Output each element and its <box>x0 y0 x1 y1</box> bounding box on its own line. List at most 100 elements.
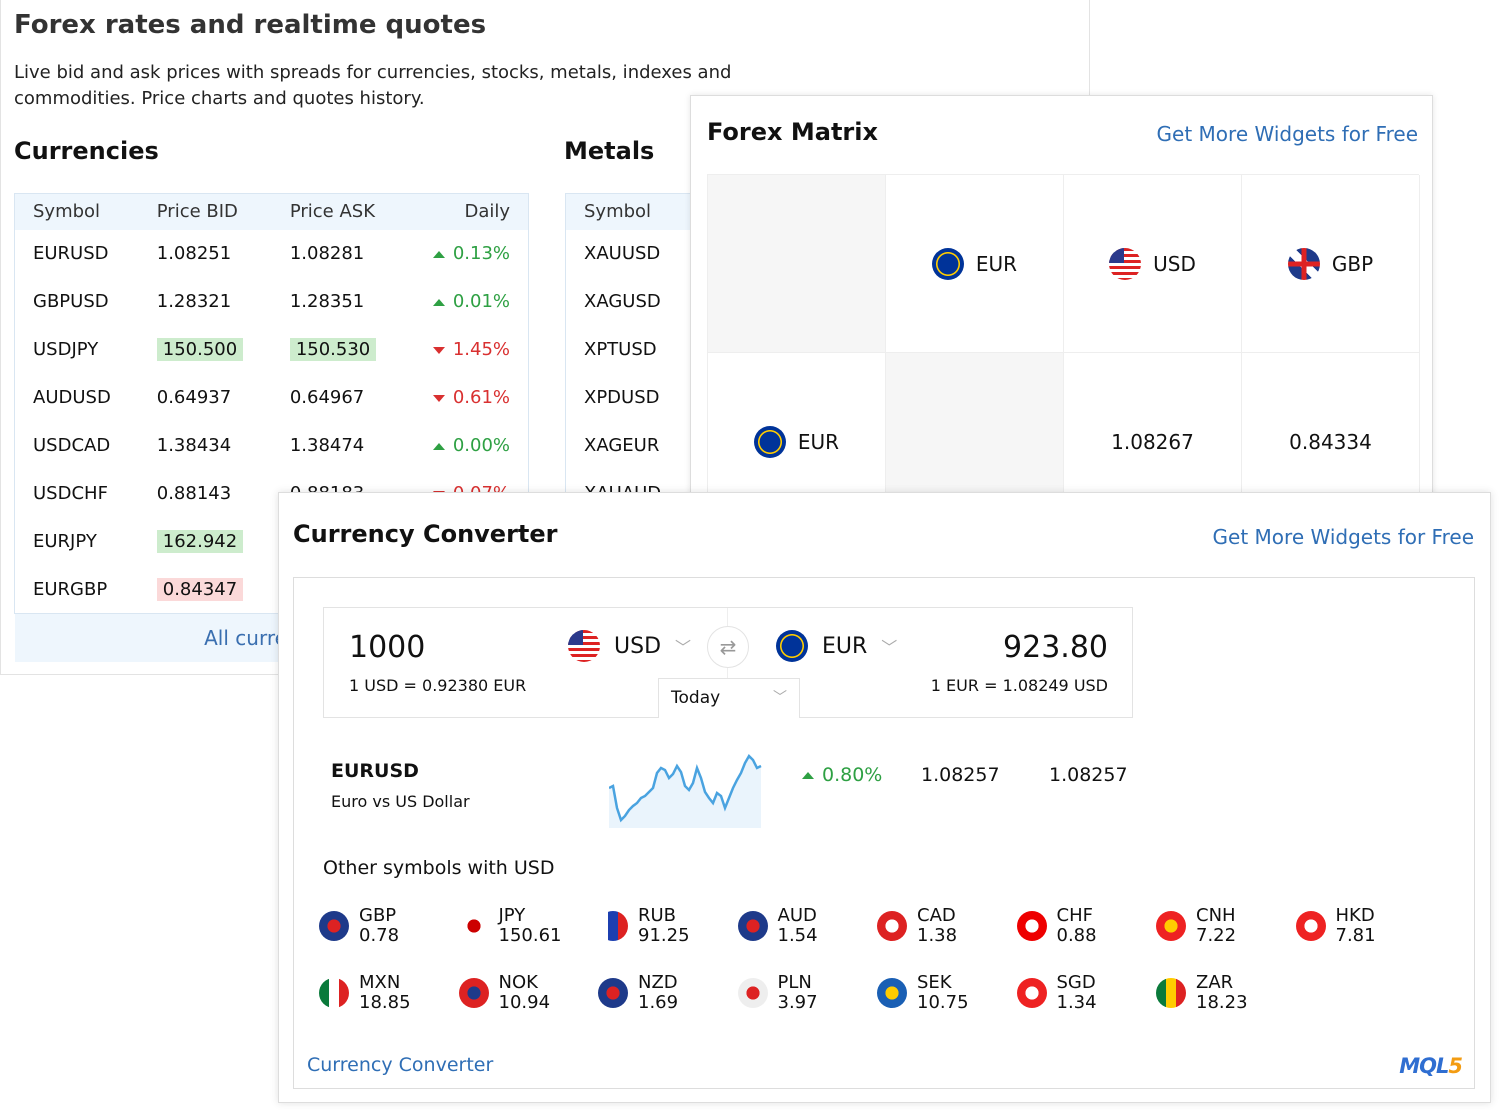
mql5-logo[interactable]: MQL5 <box>1399 1054 1463 1078</box>
from-currency-label: USD <box>614 633 662 659</box>
symbol-cell: GBPUSD <box>33 291 109 312</box>
pair-name: Euro vs US Dollar <box>331 792 470 811</box>
daily-cell: 0.13% <box>405 230 529 278</box>
bid-cell: 1.28321 <box>156 291 232 312</box>
sek-flag-icon <box>877 978 907 1008</box>
sgd-flag-icon <box>1016 978 1047 1008</box>
mxn-flag-icon <box>319 978 349 1008</box>
table-row[interactable]: EURUSD 1.08251 1.08281 0.13% <box>15 230 529 278</box>
symbol-item-chf[interactable]: CHF 0.88 <box>1016 906 1097 946</box>
bid-cell: 162.942 <box>139 518 272 566</box>
pln-flag-icon <box>737 978 768 1008</box>
symbol-item-cad[interactable]: CAD 1.38 <box>877 906 957 946</box>
table-row[interactable]: USDJPY 150.500 150.530 1.45% <box>15 326 529 374</box>
get-widgets-link[interactable]: Get More Widgets for Free <box>1212 525 1474 549</box>
gbp-flag-icon <box>1287 247 1320 280</box>
symbol-item-nok[interactable]: NOK 10.94 <box>458 973 550 1013</box>
symbol-item-sek[interactable]: SEK 10.75 <box>877 973 969 1013</box>
period-select[interactable]: Today ﹀ <box>658 678 800 718</box>
swap-icon[interactable]: ⇄ <box>707 626 749 668</box>
bid-cell: 0.84347 <box>139 566 272 614</box>
ask-cell: 0.64967 <box>289 387 365 408</box>
col-ask[interactable]: Price ASK <box>271 193 405 230</box>
down-arrow-icon <box>432 394 445 402</box>
chevron-down-icon: ﹀ <box>675 638 692 657</box>
gbp-flag-icon <box>319 911 349 941</box>
col-daily[interactable]: Daily <box>404 193 529 230</box>
ask-cell: 1.08281 <box>289 243 365 264</box>
table-row[interactable]: XAGEUR <box>566 422 765 470</box>
rub-flag-icon <box>598 911 628 941</box>
nzd-flag-icon <box>598 978 628 1008</box>
converter-form: 1000 1 USD = 0.92380 EUR USD ﹀ ⇄ EUR ﹀ 9… <box>323 607 1133 718</box>
ask-cell: 1.28351 <box>289 291 365 312</box>
currency-converter-link[interactable]: Currency Converter <box>307 1054 494 1076</box>
symbol-item-mxn[interactable]: MXN 18.85 <box>319 973 411 1013</box>
table-row[interactable]: XPDUSD <box>566 374 765 422</box>
amount-input[interactable]: 1000 <box>349 630 426 665</box>
zar-flag-icon <box>1156 978 1186 1008</box>
to-currency-label: EUR <box>822 633 868 659</box>
symbol-item-nzd[interactable]: NZD 1.69 <box>598 973 678 1013</box>
symbol-item-sgd[interactable]: SGD 1.34 <box>1016 973 1097 1013</box>
symbol-item-cnh[interactable]: CNH 7.22 <box>1156 906 1236 946</box>
daily-cell: 1.45% <box>405 326 529 374</box>
col-bid[interactable]: Price BID <box>138 193 272 230</box>
symbol-cell: XAGUSD <box>584 291 661 312</box>
table-row[interactable]: XAUUSD <box>566 230 765 278</box>
bid-cell: 1.38434 <box>156 435 232 456</box>
symbol-item-rub[interactable]: RUB 91.25 <box>598 906 690 946</box>
col-symbol[interactable]: Symbol <box>14 193 139 230</box>
table-row[interactable]: AUDUSD 0.64937 0.64967 0.61% <box>15 374 529 422</box>
symbol-item-jpy[interactable]: JPY 150.61 <box>458 906 561 946</box>
eur-flag-icon <box>753 425 786 458</box>
eur-flag-icon <box>776 630 808 662</box>
table-row[interactable]: XPTUSD <box>566 326 765 374</box>
matrix-cell: GBP <box>1242 175 1420 353</box>
from-currency-select[interactable]: USD ﹀ <box>568 630 691 662</box>
up-arrow-icon <box>432 442 445 450</box>
symbol-item-gbp[interactable]: GBP 0.78 <box>319 906 399 946</box>
pair-symbol[interactable]: EURUSD <box>331 760 419 782</box>
period-label: Today <box>671 688 721 708</box>
bid-cell: 1.08251 <box>156 243 232 264</box>
up-arrow-icon <box>432 250 445 258</box>
up-arrow-icon <box>432 298 445 306</box>
symbol-item-hkd[interactable]: HKD 7.81 <box>1295 906 1376 946</box>
table-row[interactable]: GBPUSD 1.28321 1.28351 0.01% <box>15 278 529 326</box>
cnh-flag-icon <box>1156 911 1186 941</box>
symbol-item-pln[interactable]: PLN 3.97 <box>737 973 818 1013</box>
converter-body: 1000 1 USD = 0.92380 EUR USD ﹀ ⇄ EUR ﹀ 9… <box>293 577 1475 1089</box>
usd-flag-icon <box>568 630 600 662</box>
down-arrow-icon <box>432 346 445 354</box>
rate-from: 1 USD = 0.92380 EUR <box>349 676 527 695</box>
page-title: Forex rates and realtime quotes <box>14 10 487 40</box>
symbol-cell: EURGBP <box>33 578 108 600</box>
to-currency-select[interactable]: EUR ﹀ <box>776 630 897 662</box>
daily-cell: 0.00% <box>405 422 529 470</box>
metals-title: Metals <box>564 137 655 165</box>
currencies-title: Currencies <box>14 137 159 165</box>
hkd-flag-icon <box>1295 911 1326 941</box>
table-row[interactable]: XAGUSD <box>566 278 765 326</box>
matrix-title: Forex Matrix <box>707 118 878 146</box>
sparkline-chart <box>609 753 762 828</box>
ask-cell: 150.530 <box>272 326 405 374</box>
matrix-cell: EUR <box>886 175 1064 353</box>
page-description: Live bid and ask prices with spreads for… <box>14 62 732 109</box>
symbol-item-aud[interactable]: AUD 1.54 <box>737 906 818 946</box>
get-widgets-link[interactable]: Get More Widgets for Free <box>1156 122 1418 146</box>
symbol-item-zar[interactable]: ZAR 18.23 <box>1156 973 1248 1013</box>
symbol-cell: USDJPY <box>33 339 99 360</box>
chevron-down-icon: ﹀ <box>773 690 787 706</box>
bid-cell: 150.500 <box>139 326 272 374</box>
daily-cell: 0.01% <box>405 278 529 326</box>
usd-flag-icon <box>1109 247 1142 280</box>
aud-flag-icon <box>737 911 768 941</box>
symbol-cell: XAGEUR <box>584 435 660 456</box>
ask-cell: 1.38474 <box>289 435 365 456</box>
currencies-table: Symbol Price BID Price ASK Daily EURUSD … <box>14 193 529 614</box>
symbol-cell: USDCAD <box>33 435 111 456</box>
table-row[interactable]: USDCAD 1.38434 1.38474 0.00% <box>15 422 529 470</box>
symbol-cell: EURJPY <box>33 531 97 552</box>
